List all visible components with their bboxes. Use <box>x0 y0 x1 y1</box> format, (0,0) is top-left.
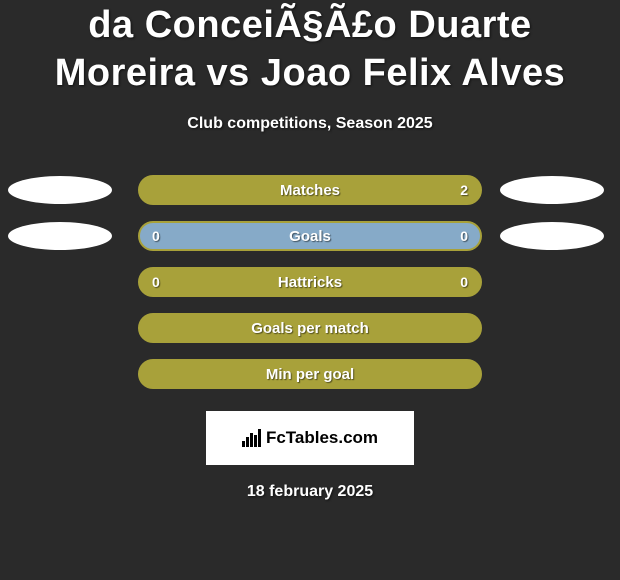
stat-bar: Goals per match <box>138 313 482 343</box>
page-title: da ConceiÃ§Ã£o Duarte Moreira vs Joao Fe… <box>0 0 620 97</box>
stat-bar: 0 Goals 0 <box>138 221 482 251</box>
stat-label: Goals <box>289 228 331 245</box>
stat-bar: Min per goal <box>138 359 482 389</box>
stat-left-value: 0 <box>152 274 160 290</box>
stat-label: Goals per match <box>251 320 369 337</box>
date-text: 18 february 2025 <box>0 483 620 501</box>
stat-right-value: 0 <box>460 228 468 244</box>
stat-label: Hattricks <box>278 274 342 291</box>
stat-right-value: 2 <box>460 182 468 198</box>
stat-bar: 0 Hattricks 0 <box>138 267 482 297</box>
chart-bars-icon <box>242 429 262 447</box>
stat-label: Min per goal <box>266 366 354 383</box>
stat-row: Goals per match <box>0 313 620 343</box>
subtitle: Club competitions, Season 2025 <box>0 115 620 133</box>
stats-panel: Matches 2 0 Goals 0 0 Hattricks 0 Goals per matc… <box>0 175 620 389</box>
stat-label: Matches <box>280 182 340 199</box>
player-oval-left <box>8 176 112 204</box>
stat-right-value: 0 <box>460 274 468 290</box>
player-oval-right <box>500 222 604 250</box>
fctables-logo: FcTables.com <box>206 411 414 465</box>
player-oval-right <box>500 176 604 204</box>
stat-row: Min per goal <box>0 359 620 389</box>
stat-bar: Matches 2 <box>138 175 482 205</box>
stat-left-value: 0 <box>152 228 160 244</box>
stat-row: Matches 2 <box>0 175 620 205</box>
player-oval-left <box>8 222 112 250</box>
stat-row: 0 Goals 0 <box>0 221 620 251</box>
stat-row: 0 Hattricks 0 <box>0 267 620 297</box>
logo-text: FcTables.com <box>266 428 378 448</box>
